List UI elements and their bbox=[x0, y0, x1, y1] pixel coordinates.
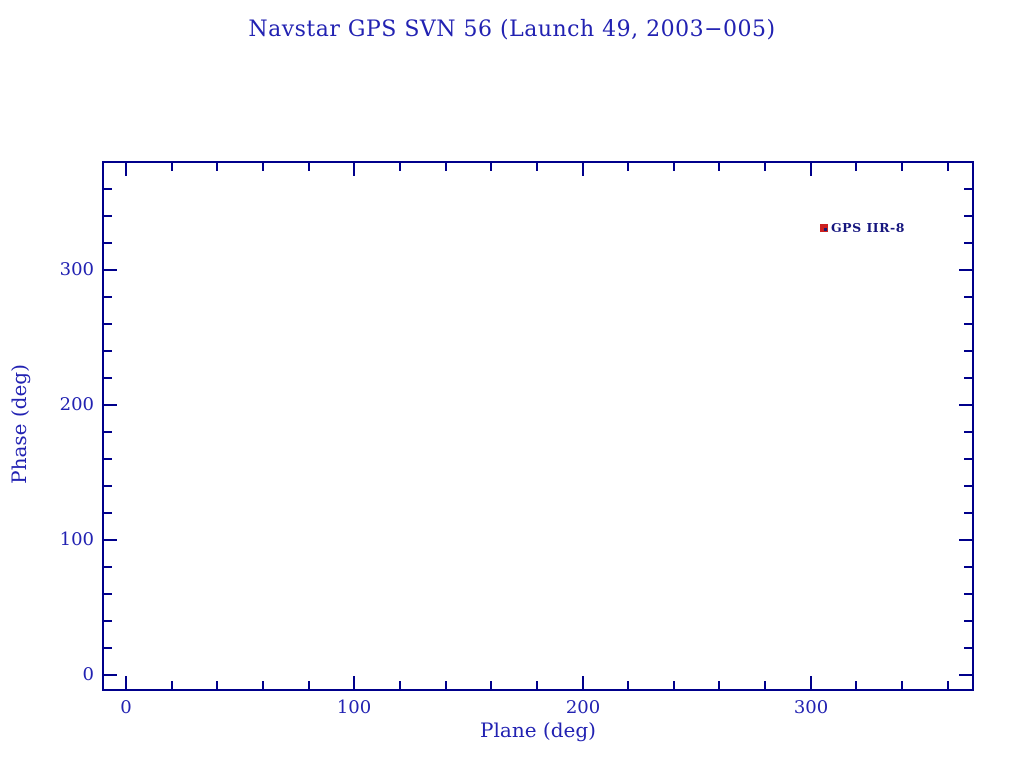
axis-tick bbox=[104, 269, 117, 271]
axis-tick bbox=[810, 676, 812, 689]
axis-tick bbox=[104, 566, 112, 568]
axis-tick bbox=[964, 431, 972, 433]
axis-tick bbox=[810, 163, 812, 176]
axis-tick bbox=[104, 512, 112, 514]
x-tick-label: 200 bbox=[565, 697, 601, 718]
axis-tick bbox=[104, 431, 112, 433]
axis-tick bbox=[964, 323, 972, 325]
axis-tick bbox=[582, 163, 584, 176]
axis-tick bbox=[764, 163, 766, 171]
axis-tick bbox=[353, 163, 355, 176]
axis-tick bbox=[964, 296, 972, 298]
axis-tick bbox=[104, 242, 112, 244]
axis-tick bbox=[104, 620, 112, 622]
axis-tick bbox=[627, 163, 629, 171]
plot-area bbox=[102, 161, 974, 691]
axis-tick bbox=[104, 539, 117, 541]
x-tick-label: 100 bbox=[336, 697, 372, 718]
axis-tick bbox=[104, 296, 112, 298]
axis-tick bbox=[125, 676, 127, 689]
axis-tick bbox=[855, 163, 857, 171]
axis-tick bbox=[964, 215, 972, 217]
axis-tick bbox=[445, 681, 447, 689]
axis-tick bbox=[673, 163, 675, 171]
axis-tick bbox=[582, 676, 584, 689]
axis-tick bbox=[959, 269, 972, 271]
axis-tick bbox=[104, 188, 112, 190]
axis-tick bbox=[964, 620, 972, 622]
marker-inner-dot-icon bbox=[824, 228, 827, 231]
axis-tick bbox=[718, 681, 720, 689]
axis-tick bbox=[673, 681, 675, 689]
axis-tick bbox=[104, 404, 117, 406]
axis-tick bbox=[104, 593, 112, 595]
axis-tick bbox=[536, 163, 538, 171]
axis-tick bbox=[764, 681, 766, 689]
axis-tick bbox=[718, 163, 720, 171]
axis-tick bbox=[104, 215, 112, 217]
y-tick-label: 300 bbox=[59, 259, 94, 280]
axis-tick bbox=[399, 681, 401, 689]
axis-tick bbox=[964, 512, 972, 514]
axis-tick bbox=[964, 566, 972, 568]
axis-tick bbox=[855, 681, 857, 689]
x-axis-title: Plane (deg) bbox=[480, 718, 596, 742]
axis-tick bbox=[104, 485, 112, 487]
axis-tick bbox=[216, 681, 218, 689]
y-tick-label: 100 bbox=[59, 529, 94, 550]
axis-tick bbox=[959, 539, 972, 541]
axis-tick bbox=[104, 323, 112, 325]
chart-title: Navstar GPS SVN 56 (Launch 49, 2003−005) bbox=[248, 17, 776, 42]
axis-tick bbox=[964, 377, 972, 379]
axis-tick bbox=[964, 485, 972, 487]
axis-tick bbox=[399, 163, 401, 171]
y-tick-label: 0 bbox=[82, 664, 94, 685]
axis-tick bbox=[308, 163, 310, 171]
axis-tick bbox=[901, 163, 903, 171]
axis-tick bbox=[353, 676, 355, 689]
data-point-label: GPS IIR-8 bbox=[831, 220, 905, 235]
axis-tick bbox=[490, 163, 492, 171]
axis-tick bbox=[959, 674, 972, 676]
data-point-marker bbox=[820, 224, 828, 232]
axis-tick bbox=[964, 458, 972, 460]
x-tick-label: 300 bbox=[793, 697, 829, 718]
axis-tick bbox=[964, 242, 972, 244]
axis-tick bbox=[104, 674, 117, 676]
x-tick-label: 0 bbox=[120, 697, 132, 718]
axis-tick bbox=[490, 681, 492, 689]
axis-tick bbox=[627, 681, 629, 689]
axis-tick bbox=[104, 458, 112, 460]
axis-tick bbox=[964, 647, 972, 649]
axis-tick bbox=[964, 593, 972, 595]
y-tick-label: 200 bbox=[59, 394, 94, 415]
axis-tick bbox=[947, 163, 949, 171]
axis-tick bbox=[947, 681, 949, 689]
axis-tick bbox=[959, 404, 972, 406]
axis-tick bbox=[308, 681, 310, 689]
axis-tick bbox=[262, 681, 264, 689]
axis-tick bbox=[216, 163, 218, 171]
axis-tick bbox=[125, 163, 127, 176]
axis-tick bbox=[104, 647, 112, 649]
axis-tick bbox=[964, 188, 972, 190]
axis-tick bbox=[104, 350, 112, 352]
axis-tick bbox=[262, 163, 264, 171]
axis-tick bbox=[171, 681, 173, 689]
axis-tick bbox=[901, 681, 903, 689]
axis-tick bbox=[964, 350, 972, 352]
axis-tick bbox=[536, 681, 538, 689]
axis-tick bbox=[171, 163, 173, 171]
axis-tick bbox=[445, 163, 447, 171]
axis-tick bbox=[104, 377, 112, 379]
y-axis-title: Phase (deg) bbox=[7, 364, 31, 484]
